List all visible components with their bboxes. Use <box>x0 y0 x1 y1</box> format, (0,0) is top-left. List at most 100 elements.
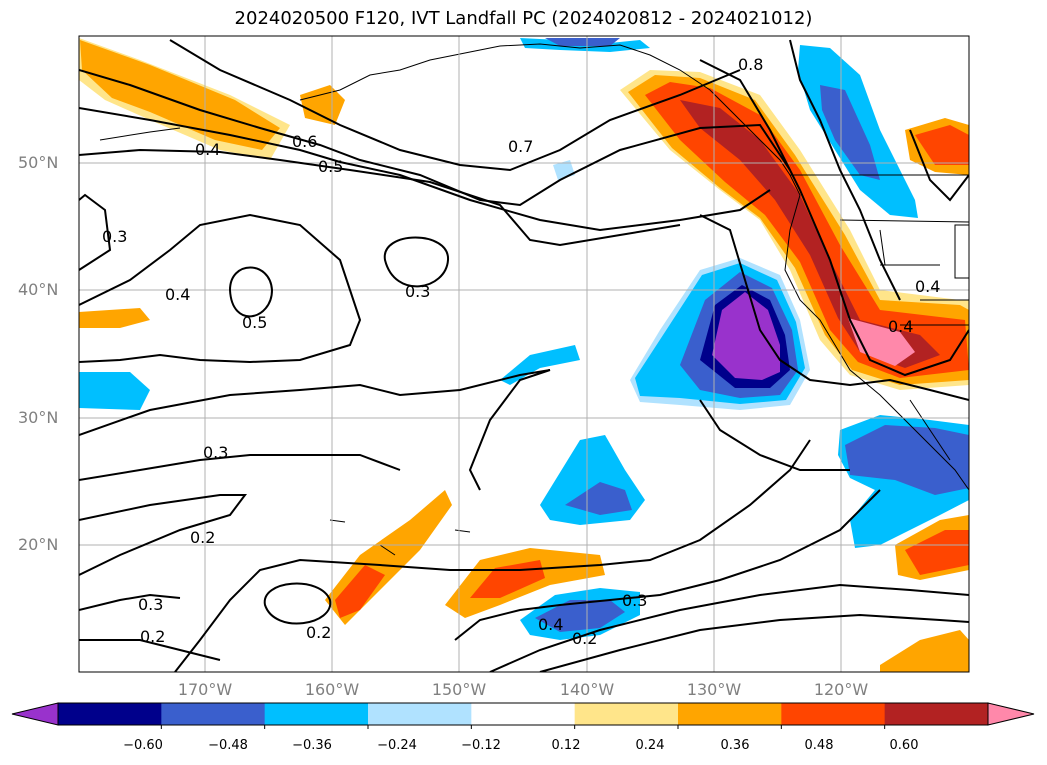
contour-label: 0.4 <box>165 285 190 304</box>
contour-line <box>699 59 969 377</box>
positive-anomaly <box>80 40 280 150</box>
negative-anomaly <box>565 482 632 515</box>
contour-line <box>79 107 771 232</box>
colorbar-tick: 0.12 <box>551 738 581 753</box>
contour-line <box>383 236 450 288</box>
lat-label-40n: 40°N <box>18 280 59 299</box>
colorbar-segment <box>471 703 576 725</box>
positive-anomaly <box>680 100 940 368</box>
contour-label: 0.4 <box>538 615 563 634</box>
contour-label: 0.5 <box>318 157 343 176</box>
contour-label: 0.3 <box>102 227 127 246</box>
colorbar-segment <box>781 703 886 725</box>
contour-line <box>79 494 247 576</box>
contour-line <box>454 489 881 641</box>
coastline <box>839 219 969 223</box>
contour-line <box>79 639 221 661</box>
negative-anomaly <box>79 372 150 410</box>
contour-line <box>79 213 362 364</box>
positive-anomaly <box>880 630 969 672</box>
contour-line <box>699 214 969 401</box>
contour-label: 0.4 <box>195 140 220 159</box>
contour-label: 0.3 <box>138 595 163 614</box>
colorbar-tick: 0.24 <box>635 738 665 753</box>
lon-label-170w: 170°W <box>177 680 233 699</box>
colorbar-segment <box>161 703 266 725</box>
contour-label: 0.6 <box>292 132 317 151</box>
colorbar-tick: −0.48 <box>208 738 248 753</box>
negative-anomaly <box>820 85 880 180</box>
positive-anomaly <box>300 85 345 125</box>
positive-anomaly <box>79 308 150 328</box>
positive-anomaly <box>905 530 969 575</box>
contour-line <box>79 69 791 207</box>
negative-anomaly <box>535 600 625 632</box>
contour-line <box>169 39 741 172</box>
contour-line <box>699 399 850 471</box>
colorbar-segment <box>574 703 679 725</box>
negative-anomaly <box>712 292 780 380</box>
contour-lines <box>79 39 969 672</box>
lat-label-30n: 30°N <box>18 408 59 427</box>
lon-label-140w: 140°W <box>559 680 615 699</box>
contour-label: 0.8 <box>738 55 763 74</box>
lon-label-150w: 150°W <box>431 680 487 699</box>
contour-line <box>79 454 401 481</box>
contour-label: 0.2 <box>572 629 597 648</box>
contour-label: 0.7 <box>508 137 533 156</box>
lon-label-120w: 120°W <box>813 680 869 699</box>
contour-label: 0.5 <box>242 313 267 332</box>
coastlines <box>99 43 969 556</box>
lon-label-130w: 130°W <box>686 680 742 699</box>
contour-label: 0.3 <box>203 443 228 462</box>
colorbar-segment <box>264 703 369 725</box>
colorbar-tick: 0.36 <box>720 738 750 753</box>
contour-line <box>79 369 551 491</box>
colorbar-tick: 0.48 <box>804 738 834 753</box>
colorbar-extend-max <box>987 702 1035 726</box>
colorbar-tick: 0.60 <box>889 738 919 753</box>
map-panel: 0.4 0.6 0.5 0.7 0.8 0.3 0.4 0.5 0.3 0.4 … <box>79 36 969 672</box>
contour-label: 0.3 <box>405 282 430 301</box>
colorbar-tick: −0.36 <box>292 738 332 753</box>
contour-labels: 0.4 0.6 0.5 0.7 0.8 0.3 0.4 0.5 0.3 0.4 … <box>102 55 940 648</box>
negative-anomaly <box>545 38 620 46</box>
contour-label: 0.2 <box>190 528 215 547</box>
contour-line <box>539 613 969 672</box>
contour-line <box>174 439 811 672</box>
positive-anomaly <box>915 125 969 165</box>
colorbar <box>11 702 1035 729</box>
positive-anomaly <box>848 318 915 366</box>
contour-label: 0.2 <box>140 627 165 646</box>
map-frame <box>78 35 970 673</box>
contour-line <box>263 582 332 625</box>
colorbar-segment <box>368 703 472 725</box>
colorbar-tick: −0.60 <box>123 738 163 753</box>
contour-line <box>789 39 901 301</box>
lat-label-50n: 50°N <box>18 153 59 172</box>
colorbar-tick: −0.24 <box>377 738 417 753</box>
map-title: 2024020500 F120, IVT Landfall PC (202402… <box>234 8 813 29</box>
coastline <box>879 229 886 266</box>
shaded-anomalies <box>79 38 969 672</box>
contour-line <box>79 193 112 271</box>
contour-label: 0.4 <box>888 317 913 336</box>
colorbar-segment <box>58 703 162 725</box>
coastline <box>99 127 181 141</box>
contour-label: 0.2 <box>306 623 331 642</box>
colorbar-frame <box>57 702 989 726</box>
colorbar-segment <box>678 703 782 725</box>
contour-line <box>909 129 969 202</box>
contour-line <box>228 266 274 318</box>
contour-line <box>79 593 181 611</box>
colorbar-extend-min <box>11 702 59 726</box>
positive-anomaly <box>335 565 385 618</box>
contour-label: 0.4 <box>915 277 940 296</box>
contour-label: 0.3 <box>622 591 647 610</box>
contour-line <box>489 583 969 672</box>
colorbar-segment <box>884 703 989 725</box>
lon-label-160w: 160°W <box>304 680 360 699</box>
coastline <box>299 43 969 491</box>
lat-label-20n: 20°N <box>18 535 59 554</box>
